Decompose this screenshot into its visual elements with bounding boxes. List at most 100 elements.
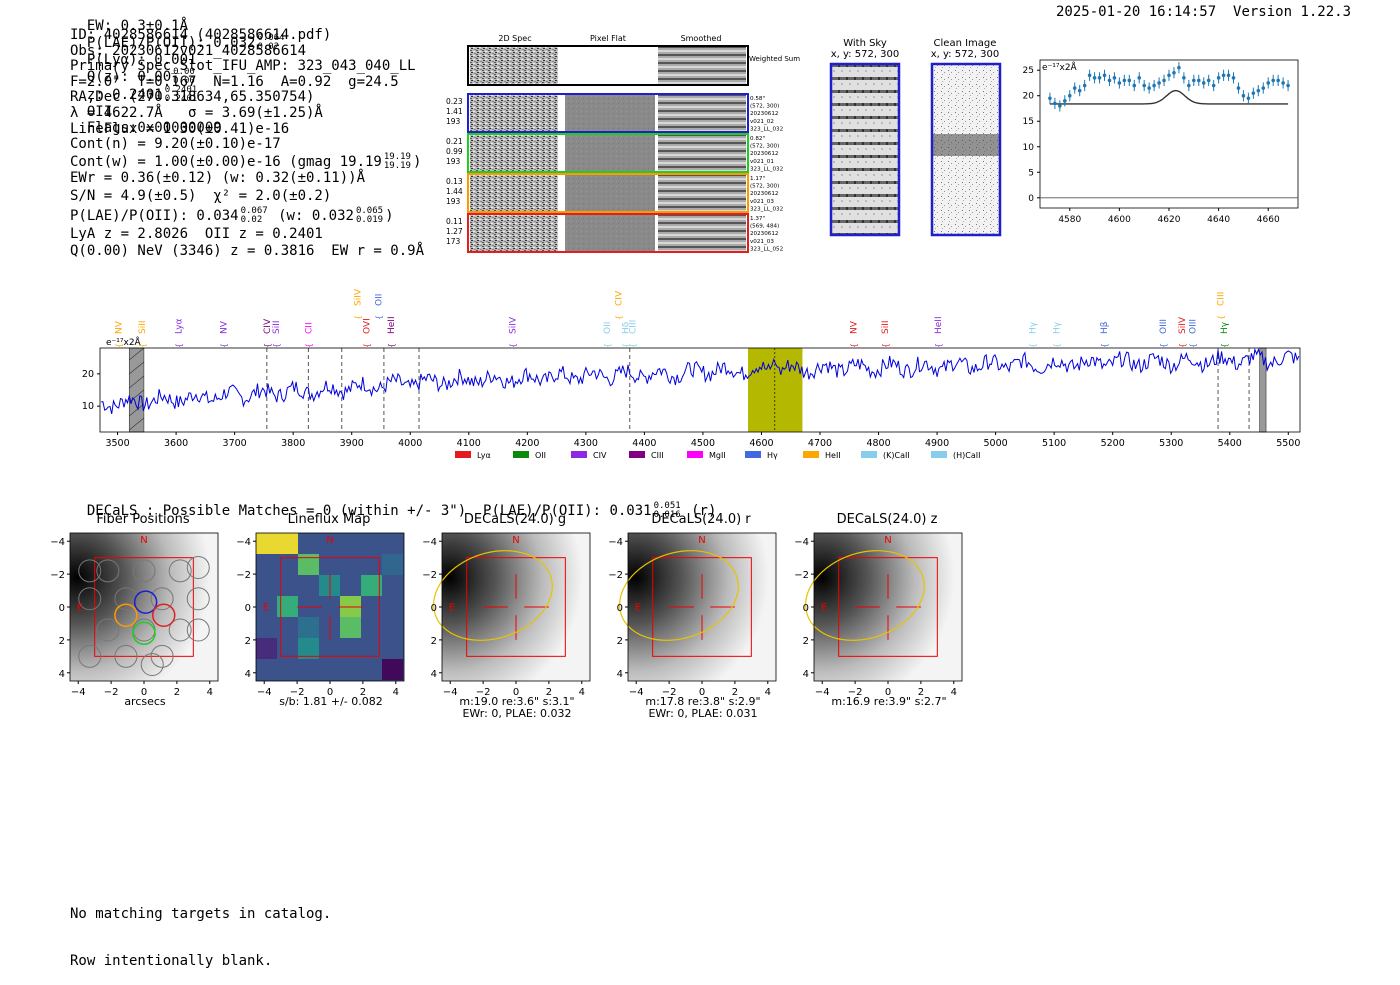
emission-line-name: Lyα [174,318,184,334]
info-line: S/N = 4.9(±0.5) χ² = 2.0(±0.2) [70,187,332,204]
x-tick-label: 4 [765,687,771,698]
aperture-box [280,557,380,657]
emission-line-label: NV { [115,320,125,348]
x-tick-label: −4 [257,687,272,698]
header-z-lo: 0.2401 [164,94,198,104]
emission-line-label: Hγ { [1220,321,1230,348]
stamp-right-label: 1.37" [750,216,765,222]
stamp-left-label: 1.41 [446,107,463,116]
data-point [1077,88,1082,93]
emission-line-label: OII { [375,294,385,320]
y-tick-label: 2 [617,636,623,647]
fiber-circle [186,556,210,580]
stamp-right-label: (572, 300) [750,144,779,150]
legend-swatch [687,451,703,458]
fiber-circle [78,587,102,611]
y-tick-label: −4 [422,537,437,548]
x-tick-label: −4 [629,687,644,698]
emission-line-name: NV [220,320,230,334]
cutout-caption-line: s/b: 1.81 +/- 0.082 [279,695,383,708]
stamp-left-label: 0.21 [446,137,463,146]
x-tick-label: −2 [290,687,305,698]
stamp-col-title: Pixel Flat [590,34,626,43]
aperture-box [466,557,566,657]
stamp-pixel-flat [565,215,655,251]
hatch-line [129,361,145,375]
cutout-caption-line: arcsecs [124,695,166,708]
legend-label: (H)CaII [953,451,980,460]
header-z-hi: 0.2401 [164,85,198,95]
cutout-panel-decals: DECaLS(24.0) r N E −4 4 −2 2 0 0 2 −2 4 −4 m:17.8 re:… [598,512,778,720]
emission-line-bracket: { [354,315,363,320]
info-plae-w-lo: 0.019 [355,214,384,225]
emission-line-bracket: { [509,343,518,348]
x-tick-label: 2 [546,687,552,698]
stamp-col-title: 2D Spec [498,34,531,43]
unit-label: e⁻¹⁷x2Å [106,336,142,348]
decals-text: DECaLS : Possible Matches = 0 (within +/… [86,503,652,519]
emission-line-bracket: { [272,343,281,348]
x-tick-label: 4300 [574,438,598,449]
data-point [1226,73,1231,78]
emission-line-label: OVI { [362,318,372,348]
cutout-panel-fiber: Fiber Positions N E −4 4 −2 2 0 0 2 −2 4 −4 arcsecs [40,512,220,712]
x-tick-label: 4800 [866,438,890,449]
lineflux-cell [298,554,319,575]
cutout-caption-line: m:16.9 re:3.9" s:2.7" [831,695,947,708]
info-line: Cont(n) = 9.20(±0.10)e-17 [70,136,281,153]
y-tick-label: 25 [1023,66,1034,76]
weighted-sum-label: Weighted Sum [749,55,800,63]
stamp-left-label: 0.13 [446,177,463,186]
x-tick-label: 0 [513,687,519,698]
y-tick-label: 0 [245,603,251,614]
y-tick-label: −2 [608,570,623,581]
unit-label: e⁻¹⁷x2Å [1042,61,1078,73]
x-tick-label: −2 [476,687,491,698]
emission-line-name: SiII [138,320,148,334]
legend-swatch [861,451,877,458]
x-tick-label: 4 [951,687,957,698]
emission-line-name: SiIV [509,316,519,334]
x-tick-label: 5500 [1276,438,1300,449]
cutout-image: N E −4 4 −2 2 0 0 2 −2 4 −4 [794,532,963,698]
fiber-circle [150,587,174,611]
x-tick-label: 0 [885,687,891,698]
cutout-image: N E −4 4 −2 2 0 0 2 −2 4 −4 [236,532,405,698]
timestamp-version: 2025-01-20 16:14:57 Version 1.22.3 [1056,4,1351,20]
legend-label: CIV [593,451,607,460]
sky-images [829,62,1002,237]
x-tick-label: −4 [443,687,458,698]
emission-line-label: HeII { [934,316,944,348]
y-tick-label: 10 [1023,143,1035,153]
stamp-right-label: 20230612 [750,151,778,157]
stamp-smoothed [658,215,746,251]
emission-line-bracket: { [1159,343,1168,348]
cutout-caption-line: EWr: 0, PLAE: 0.031 [648,707,758,720]
info-plae-w-hi: 0.065 [355,205,384,216]
galaxy-ellipse [433,550,553,641]
info-cont-w: Cont(w) = 1.00(±0.00)e-16 (gmag 19.19 19.… [70,152,424,171]
y-tick-label: 20 [82,369,94,380]
emission-line-label: Lyα { [174,318,184,348]
stamp-smoothed [658,95,746,131]
compass-north: N [698,535,705,546]
emission-line-bracket: { [1100,343,1109,348]
stamp-left-label: 193 [446,117,461,126]
decals-hi: 0.051 [653,501,681,511]
cutout-title: DECaLS(24.0) z [836,512,938,527]
cutout-caption: m:17.8 re:3.8" s:2.9" EWr: 0, PLAE: 0.031 [618,696,788,720]
data-point [1276,78,1280,83]
data-point [1102,73,1107,78]
fiber-circle [150,644,174,668]
x-tick-label: 4580 [1058,215,1081,225]
cutout-title: DECaLS(24.0) g [463,512,567,527]
fiber-circle [168,618,192,642]
info-plae: P(LAE)/P(OII): 0.034 0.067 0.02 (w: 0.032 0… [70,205,424,227]
stamp-right-label: 20230612 [750,111,778,117]
decals-band: (r) [691,503,717,519]
header-z: z: 0.2401 [86,87,163,103]
legend-label: HeII [825,451,841,460]
emission-line-name: OVI [362,318,372,334]
x-tick-label: 3900 [340,438,364,449]
data-point [1092,76,1097,80]
